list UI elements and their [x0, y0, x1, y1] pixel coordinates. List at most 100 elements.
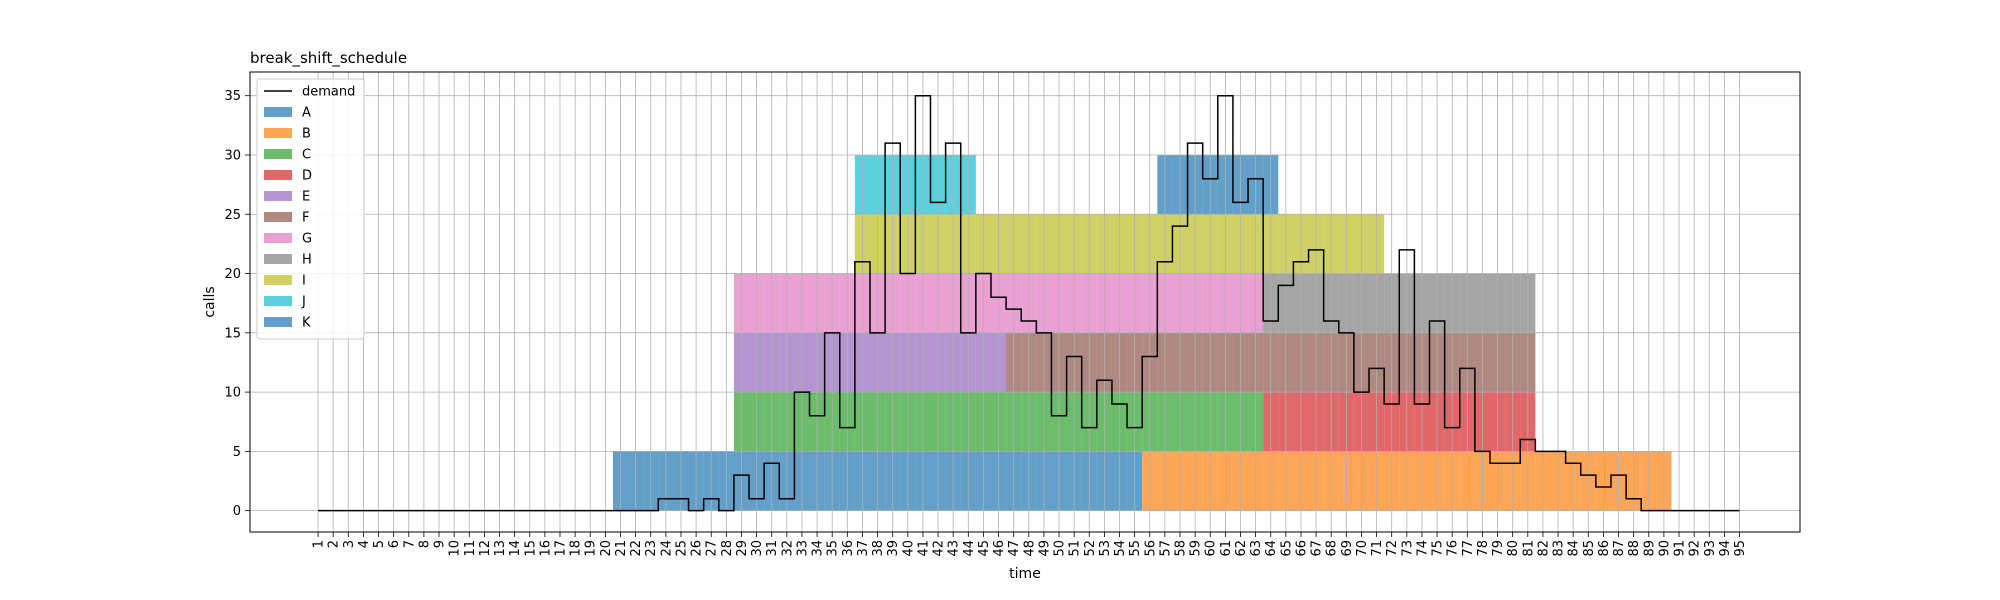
x-tick-label: 36 [841, 540, 856, 557]
x-tick-label: 90 [1657, 540, 1672, 557]
x-tick-label: 50 [1053, 540, 1068, 557]
x-tick-label: 30 [750, 540, 765, 557]
x-tick-label: 46 [992, 540, 1007, 557]
x-tick-label: 7 [402, 540, 417, 548]
legend-label-C: C [302, 148, 311, 163]
legend-label-H: H [302, 253, 312, 268]
x-tick-label: 65 [1279, 540, 1294, 557]
x-tick-label: 83 [1552, 540, 1567, 557]
x-tick-label: 85 [1582, 540, 1597, 557]
legend-patch-J [264, 296, 292, 306]
x-tick-label: 63 [1249, 540, 1264, 557]
legend-box [256, 78, 365, 340]
x-tick-label: 81 [1521, 540, 1536, 557]
x-tick-label: 23 [644, 540, 659, 557]
demand-line-layer [318, 94, 1740, 512]
legend-label-I: I [302, 274, 306, 289]
y-axis-label: calls [202, 286, 218, 317]
legend-patch-I [264, 275, 292, 285]
plot-frame [249, 71, 1801, 533]
y-tick-label: 30 [224, 148, 241, 163]
legend-label-K: K [302, 316, 311, 331]
x-tick-label: 3 [342, 540, 357, 548]
x-tick-label: 59 [1189, 540, 1204, 557]
x-tick-label: 41 [916, 540, 931, 557]
x-tick-label: 91 [1673, 540, 1688, 557]
grid-lines [250, 72, 1800, 532]
x-tick-label: 60 [1204, 540, 1219, 557]
x-tick-label: 44 [962, 540, 977, 557]
x-tick-label: 93 [1703, 540, 1718, 557]
x-tick-label: 38 [871, 540, 886, 557]
x-tick-label: 25 [674, 540, 689, 557]
x-tick-label: 12 [478, 540, 493, 557]
x-tick-label: 21 [614, 540, 629, 557]
x-tick-label: 79 [1491, 540, 1506, 557]
y-tick-label: 20 [224, 267, 241, 282]
x-tick-label: 82 [1536, 540, 1551, 557]
x-tick-label: 58 [1174, 540, 1189, 557]
x-tick-label: 6 [387, 540, 402, 548]
x-tick-label: 4 [357, 540, 372, 548]
x-tick-label: 68 [1325, 540, 1340, 557]
legend-label-J: J [301, 295, 306, 310]
x-tick-label: 53 [1098, 540, 1113, 557]
x-tick-label: 20 [599, 540, 614, 557]
x-tick-label: 33 [795, 540, 810, 557]
y-tick-label: 5 [233, 445, 241, 460]
x-tick-label: 40 [901, 540, 916, 557]
x-tick-label: 64 [1264, 540, 1279, 557]
x-axis-label: time [1009, 566, 1041, 582]
x-tick-label: 49 [1037, 540, 1052, 557]
x-tick-label: 87 [1612, 540, 1627, 557]
x-tick-label: 35 [826, 540, 841, 557]
x-tick-label: 24 [659, 540, 674, 557]
x-tick-label: 54 [1113, 540, 1128, 557]
legend-patch-A [264, 107, 292, 117]
legend-label-F: F [302, 211, 309, 226]
x-tick-label: 94 [1718, 540, 1733, 557]
x-tick-label: 56 [1143, 540, 1158, 557]
x-tick-label: 67 [1310, 540, 1325, 557]
x-tick-label: 70 [1355, 540, 1370, 557]
x-tick-label: 55 [1128, 540, 1143, 557]
x-tick-label: 17 [554, 540, 569, 557]
y-tick-label: 10 [224, 386, 241, 401]
x-tick-label: 72 [1385, 540, 1400, 557]
x-tick-label: 9 [433, 540, 448, 548]
x-tick-label: 75 [1431, 540, 1446, 557]
x-tick-label: 26 [690, 540, 705, 557]
x-tick-label: 27 [705, 540, 720, 557]
x-tick-label: 11 [463, 540, 478, 557]
x-tick-label: 47 [1007, 540, 1022, 557]
y-tick-label: 35 [224, 89, 241, 104]
x-tick-label: 78 [1476, 540, 1491, 557]
x-tick-label: 43 [947, 540, 962, 557]
x-tick-label: 10 [448, 540, 463, 557]
legend-patch-H [264, 254, 292, 264]
x-tick-label: 16 [538, 540, 553, 557]
x-tick-label: 32 [780, 540, 795, 557]
x-tick-label: 29 [735, 540, 750, 557]
x-tick-label: 95 [1733, 540, 1748, 557]
x-tick-label: 74 [1415, 540, 1430, 557]
y-tick-label: 15 [224, 326, 241, 341]
x-tick-label: 48 [1022, 540, 1037, 557]
x-tick-label: 89 [1642, 540, 1657, 557]
x-tick-label: 14 [508, 540, 523, 557]
y-axis-ticks: 0 5 10 15 20 25 30 35 [224, 89, 250, 519]
x-tick-label: 28 [720, 540, 735, 557]
legend-patch-D [264, 170, 292, 180]
legend-patch-C [264, 149, 292, 159]
legend-patch-E [264, 191, 292, 201]
x-tick-label: 18 [569, 540, 584, 557]
x-tick-label: 19 [584, 540, 599, 557]
demand-line [318, 94, 1740, 512]
x-tick-label: 80 [1506, 540, 1521, 557]
x-tick-label: 52 [1083, 540, 1098, 557]
x-tick-label: 22 [629, 540, 644, 557]
x-tick-label: 42 [932, 540, 947, 557]
x-tick-label: 88 [1627, 540, 1642, 557]
x-tick-label: 76 [1446, 540, 1461, 557]
